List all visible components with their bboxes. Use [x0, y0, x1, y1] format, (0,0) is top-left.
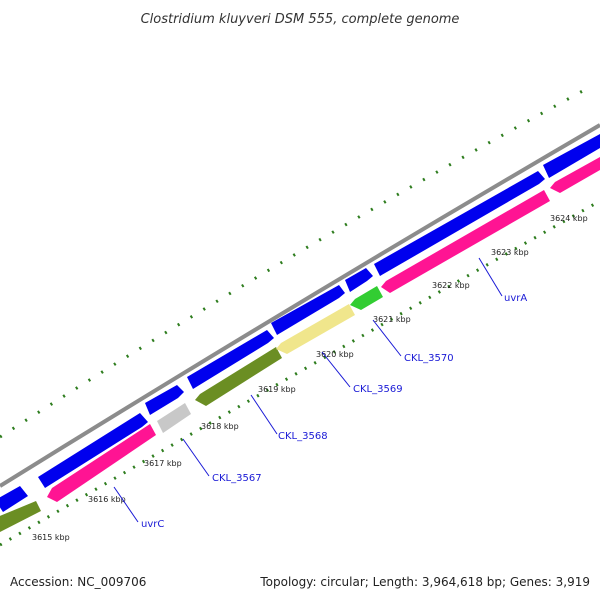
genome-backbone: [0, 123, 600, 488]
gene-label-uvrA[interactable]: uvrA: [504, 293, 527, 304]
tick-label-3624: 3624 kbp: [550, 214, 588, 223]
label-line-CKL_3569: [321, 351, 351, 388]
accession-text: Accession: NC_009706: [10, 575, 146, 589]
forward-cds-feature[interactable]: [374, 171, 545, 276]
gene-labels: uvrC CKL_3567 CKL_3568 CKL_3569 CKL_3570…: [141, 293, 527, 530]
gene-feature-uvrA[interactable]: [381, 190, 550, 293]
forward-cds-feature[interactable]: [345, 268, 373, 292]
gene-feature-CKL_3569[interactable]: [276, 304, 355, 354]
tick-label-3616: 3616 kbp: [88, 495, 126, 504]
tick-label-3622: 3622 kbp: [432, 281, 470, 290]
tick-label-3615: 3615 kbp: [32, 533, 70, 542]
gene-feature-CKL_3570[interactable]: [350, 286, 383, 310]
forward-cds-feature[interactable]: [0, 486, 28, 512]
gene-label-CKL_3569[interactable]: CKL_3569: [353, 384, 403, 395]
reverse-cds-feature[interactable]: [550, 157, 600, 193]
gene-label-CKL_3568[interactable]: CKL_3568: [278, 431, 328, 442]
scale-labels: 3615 kbp 3616 kbp 3617 kbp 3618 kbp 3619…: [32, 214, 588, 542]
tick-label-3617: 3617 kbp: [144, 459, 182, 468]
forward-cds-feature[interactable]: [38, 413, 148, 488]
tick-label-3621: 3621 kbp: [373, 315, 411, 324]
forward-cds-feature[interactable]: [187, 330, 274, 389]
gene-feature-uvrC[interactable]: [47, 424, 156, 502]
label-line-CKL_3567: [182, 438, 210, 477]
tick-label-3619: 3619 kbp: [258, 385, 296, 394]
reverse-strand-track: [0, 157, 600, 532]
tick-label-3623: 3623 kbp: [491, 248, 529, 257]
forward-cds-feature[interactable]: [145, 385, 184, 415]
gene-label-CKL_3570[interactable]: CKL_3570: [404, 353, 454, 364]
label-line-uvrC: [113, 486, 139, 523]
forward-cds-feature[interactable]: [271, 285, 345, 335]
label-line-CKL_3570: [372, 319, 402, 357]
gene-label-lines: [113, 257, 503, 523]
tick-label-3620: 3620 kbp: [316, 350, 354, 359]
map-title: Clostridium kluyveri DSM 555, complete g…: [141, 12, 460, 27]
gene-label-CKL_3567[interactable]: CKL_3567: [212, 473, 262, 484]
forward-strand-track: [0, 134, 600, 512]
topology-summary-text: Topology: circular; Length: 3,964,618 bp…: [259, 575, 590, 589]
label-line-uvrA: [478, 257, 503, 297]
forward-cds-feature[interactable]: [543, 134, 600, 178]
gene-feature-CKL_3567[interactable]: [157, 403, 191, 433]
reverse-cds-feature[interactable]: [0, 501, 41, 532]
label-line-CKL_3568: [250, 394, 278, 435]
gene-label-uvrC[interactable]: uvrC: [141, 519, 164, 530]
gene-feature-CKL_3568[interactable]: [195, 347, 282, 406]
tick-label-3618: 3618 kbp: [201, 422, 239, 431]
